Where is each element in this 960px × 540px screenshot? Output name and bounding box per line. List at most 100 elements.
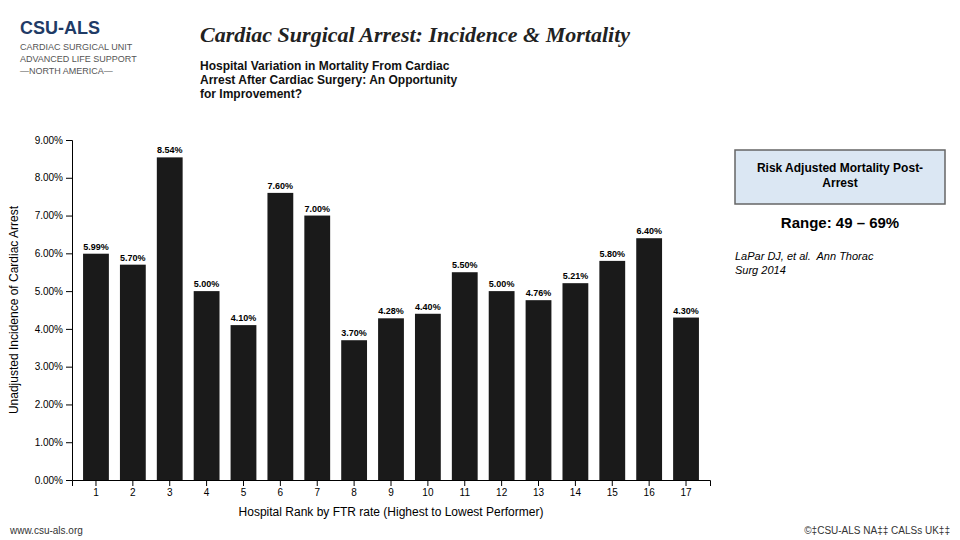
x-tick-label: 15: [607, 487, 619, 498]
y-tick-mark: [66, 442, 72, 443]
x-tick-mark: [538, 480, 539, 486]
y-tick-label: 0.00%: [35, 475, 63, 486]
bar: [231, 325, 257, 480]
x-tick-label: 3: [167, 487, 173, 498]
reference-text-line: Surg 2014: [735, 264, 786, 276]
y-tick-label: 2.00%: [35, 399, 63, 410]
x-tick-mark: [132, 480, 133, 486]
data-label: 5.50%: [452, 260, 478, 270]
x-tick-mark: [649, 480, 650, 486]
y-tick-mark: [66, 291, 72, 292]
bar: [415, 314, 441, 480]
x-tick-label: 10: [422, 487, 434, 498]
x-tick: 14: [570, 480, 582, 498]
data-label: 4.40%: [415, 302, 441, 312]
data-label: 4.76%: [526, 288, 552, 298]
logo-name: CSU-ALS: [20, 18, 100, 38]
x-tick: 3: [167, 480, 173, 498]
annotation-box-text-line: Arrest: [822, 176, 857, 190]
x-tick-label: 6: [278, 487, 284, 498]
x-axis-title: Hospital Rank by FTR rate (Highest to Lo…: [239, 505, 544, 519]
x-tick-label: 17: [680, 487, 692, 498]
bar: [341, 340, 367, 480]
x-tick-mark: [501, 480, 502, 486]
logo-line: CARDIAC SURGICAL UNIT: [20, 42, 133, 52]
y-tick: 9.00%: [35, 135, 72, 146]
x-tick: 8: [351, 480, 357, 498]
bar: [267, 193, 293, 480]
y-tick: 5.00%: [35, 286, 72, 297]
x-tick-mark: [243, 480, 244, 486]
data-label: 5.21%: [563, 271, 589, 281]
bar: [562, 283, 588, 480]
data-label: 8.54%: [157, 145, 183, 155]
y-axis-line: [66, 141, 73, 481]
data-labels: 5.99%5.70%8.54%5.00%4.10%7.60%7.00%3.70%…: [83, 145, 699, 338]
x-tick-mark: [169, 480, 170, 486]
y-tick: 2.00%: [35, 399, 72, 410]
x-tick: 17: [680, 480, 692, 498]
data-label: 5.80%: [600, 249, 626, 259]
subtitle-line: Arrest After Cardiac Surgery: An Opportu…: [200, 73, 457, 87]
y-tick: 0.00%: [35, 475, 72, 486]
y-tick: 8.00%: [35, 172, 72, 183]
reference-text: LaPar DJ, et al. Ann Thorac Surg 2014: [735, 250, 874, 276]
x-axis-line: [73, 481, 711, 487]
plot: 0.00%1.00%2.00%3.00%4.00%5.00%6.00%7.00%…: [35, 135, 711, 498]
bar: [157, 157, 183, 480]
y-axis: 0.00%1.00%2.00%3.00%4.00%5.00%6.00%7.00%…: [35, 135, 73, 486]
x-tick: 5: [241, 480, 247, 498]
x-tick-mark: [206, 480, 207, 486]
y-tick-label: 9.00%: [35, 135, 63, 146]
bar: [599, 261, 625, 480]
y-tick-mark: [66, 216, 72, 217]
y-tick-mark: [66, 140, 72, 141]
annotation-box-text-line: Risk Adjusted Mortality Post-: [757, 161, 923, 175]
x-tick-label: 2: [130, 487, 136, 498]
y-tick: 3.00%: [35, 361, 72, 372]
y-tick-label: 6.00%: [35, 248, 63, 259]
y-tick-mark: [66, 404, 72, 405]
annotation-range: Range: 49 – 69%: [781, 214, 899, 231]
y-tick-mark: [66, 329, 72, 330]
data-label: 4.28%: [378, 306, 404, 316]
bars: [83, 157, 699, 480]
x-tick: 16: [644, 480, 656, 498]
x-tick-mark: [612, 480, 613, 486]
y-axis-title: Unadjusted Incidence of Cardiac Arrest: [7, 205, 21, 414]
x-tick-label: 13: [533, 487, 545, 498]
x-tick-label: 11: [460, 487, 471, 498]
annotation-box: [735, 150, 945, 204]
y-tick-mark: [66, 480, 72, 481]
y-tick-mark: [66, 367, 72, 368]
data-label: 6.40%: [636, 226, 662, 236]
footer-left: www.csu-als.org: [9, 525, 83, 536]
x-tick-label: 14: [570, 487, 582, 498]
x-tick: 11: [460, 480, 471, 498]
footer-right: ©‡CSU-ALS NA‡‡ CALSs UK‡‡: [804, 525, 950, 536]
x-tick: 12: [496, 480, 508, 498]
bar: [452, 272, 478, 480]
x-tick-label: 16: [644, 487, 656, 498]
y-tick-label: 3.00%: [35, 361, 63, 372]
logo-line: ADVANCED LIFE SUPPORT: [20, 54, 137, 64]
x-tick: 13: [533, 480, 545, 498]
data-label: 5.99%: [83, 242, 109, 252]
x-tick: 4: [204, 480, 210, 498]
reference-text-line: LaPar DJ, et al. Ann Thorac: [735, 250, 874, 262]
y-tick-label: 5.00%: [35, 286, 63, 297]
x-tick-label: 12: [496, 487, 508, 498]
x-tick-mark: [95, 480, 96, 486]
bar: [83, 254, 109, 480]
bar: [489, 291, 515, 480]
y-tick-label: 7.00%: [35, 210, 63, 221]
x-tick-label: 5: [241, 487, 247, 498]
x-tick: 6: [278, 480, 284, 498]
bar: [304, 216, 330, 480]
x-tick: 2: [130, 480, 136, 498]
bar: [636, 238, 662, 480]
bar: [378, 318, 404, 480]
x-tick: 1: [93, 480, 99, 498]
data-label: 5.70%: [120, 253, 146, 263]
x-tick: 7: [314, 480, 320, 498]
